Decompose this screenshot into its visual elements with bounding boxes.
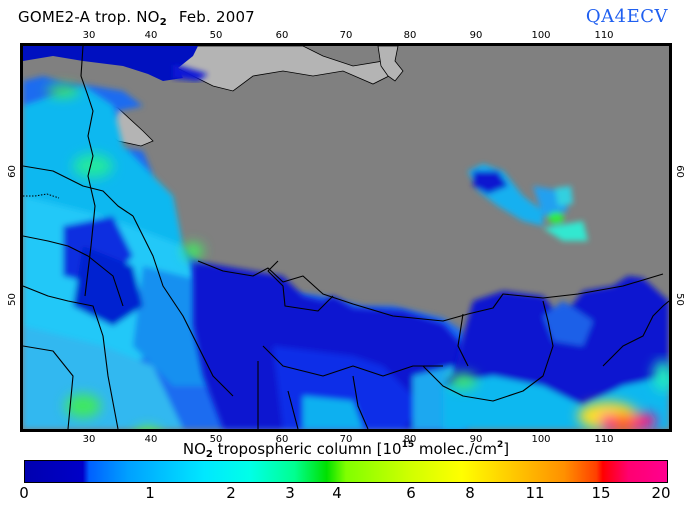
colorbar-label: 8 bbox=[465, 484, 475, 502]
lon-tick: 70 bbox=[339, 434, 353, 445]
lat-tick-left: 60 bbox=[6, 165, 18, 178]
frame-tick-bottom bbox=[279, 430, 311, 432]
frame-tick-top bbox=[473, 43, 505, 45]
frame-tick-left bbox=[20, 160, 22, 290]
lon-tick: 70 bbox=[339, 30, 353, 41]
lon-tick: 80 bbox=[403, 434, 417, 445]
frame-tick-right bbox=[670, 160, 672, 290]
frame-tick-top bbox=[344, 43, 376, 45]
lat-tick-left: 50 bbox=[6, 293, 18, 306]
frame-tick-top bbox=[150, 43, 183, 45]
frame-tick-bottom bbox=[603, 430, 635, 432]
frame-tick-top bbox=[409, 43, 441, 45]
lon-tick: 30 bbox=[82, 30, 96, 41]
lat-tick-right: 50 bbox=[673, 293, 685, 306]
colorbar-label: 0 bbox=[19, 484, 29, 502]
lon-tick: 60 bbox=[275, 30, 289, 41]
lat-tick-right: 60 bbox=[673, 165, 685, 178]
lon-tick: 40 bbox=[144, 30, 158, 41]
frame-tick-top bbox=[279, 43, 311, 45]
lon-tick: 30 bbox=[82, 434, 96, 445]
frame-tick-bottom bbox=[344, 430, 376, 432]
colorbar-label: 20 bbox=[651, 484, 671, 502]
map-title: GOME2-A trop. NO2 Feb. 2007 bbox=[18, 8, 255, 28]
lon-tick: 100 bbox=[531, 30, 551, 41]
frame-tick-top bbox=[603, 43, 635, 45]
colorbar-label: 2 bbox=[226, 484, 236, 502]
lon-tick: 90 bbox=[469, 434, 483, 445]
colorbar-label: 4 bbox=[332, 484, 342, 502]
colorbar-label: 15 bbox=[591, 484, 611, 502]
colorbar bbox=[24, 460, 668, 483]
colorbar-label: 6 bbox=[406, 484, 416, 502]
lon-tick: 110 bbox=[594, 434, 614, 445]
frame-tick-bottom bbox=[215, 430, 247, 432]
frame-tick-bottom bbox=[538, 430, 570, 432]
lon-tick: 40 bbox=[144, 434, 158, 445]
frame-tick-bottom bbox=[473, 430, 505, 432]
lon-tick: 80 bbox=[403, 30, 417, 41]
colorbar-label: 3 bbox=[285, 484, 295, 502]
frame-tick-top bbox=[85, 43, 118, 45]
lon-tick: 60 bbox=[275, 434, 289, 445]
no2-map-graphic bbox=[23, 46, 669, 429]
colorbar-label: 1 bbox=[145, 484, 155, 502]
frame-tick-bottom bbox=[150, 430, 183, 432]
lon-tick: 50 bbox=[209, 434, 223, 445]
frame-tick-top bbox=[538, 43, 570, 45]
lon-tick: 90 bbox=[469, 30, 483, 41]
lon-tick: 110 bbox=[594, 30, 614, 41]
colorbar-title: NO2 tropospheric column [1015 molec./cm2… bbox=[182, 440, 510, 460]
lon-tick: 100 bbox=[531, 434, 551, 445]
map-plot bbox=[20, 43, 672, 432]
colorbar-label: 11 bbox=[525, 484, 545, 502]
frame-tick-bottom bbox=[409, 430, 441, 432]
frame-tick-top bbox=[215, 43, 247, 45]
brand-logo: QA4ECV bbox=[585, 6, 668, 27]
map-date: Feb. 2007 bbox=[178, 8, 255, 26]
frame-tick-bottom bbox=[85, 430, 118, 432]
lon-tick: 50 bbox=[209, 30, 223, 41]
